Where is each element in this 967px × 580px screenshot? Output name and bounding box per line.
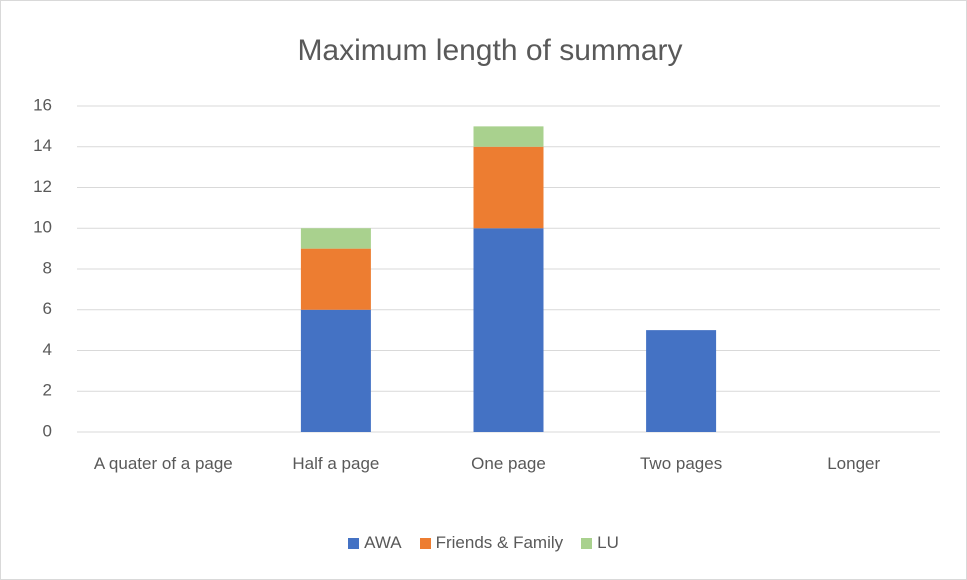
legend-swatch: [348, 537, 360, 549]
x-tick-label: One page: [471, 454, 546, 473]
y-tick-label: 16: [33, 95, 52, 114]
x-tick-label: Longer: [827, 454, 881, 473]
x-tick-label: Two pages: [639, 454, 723, 473]
bar-segment: [473, 228, 544, 432]
y-tick-label: 6: [43, 299, 52, 318]
bar-segment: [646, 330, 717, 432]
y-tick-label: 4: [43, 340, 52, 359]
bar-segment: [300, 248, 371, 310]
y-tick-label: 14: [33, 136, 52, 155]
y-tick-label: 0: [43, 421, 52, 440]
legend-item: AWA: [348, 533, 402, 553]
x-tick-label: Half a page: [292, 454, 380, 473]
legend-item: LU: [581, 533, 619, 553]
legend-label: LU: [597, 533, 619, 552]
bar-segment: [300, 228, 371, 249]
bar-segment: [473, 146, 544, 229]
legend: AWA Friends & Family LU: [0, 533, 967, 553]
legend-swatch: [581, 537, 593, 549]
legend-item: Friends & Family: [419, 533, 564, 553]
legend-swatch: [419, 537, 431, 549]
legend-label: Friends & Family: [435, 533, 564, 552]
y-tick-label: 2: [43, 381, 52, 400]
y-tick-label: 12: [33, 177, 52, 196]
bar-segment: [300, 309, 371, 432]
y-tick-label: 8: [43, 258, 52, 277]
legend-label: AWA: [364, 533, 402, 552]
x-tick-label: A quater of a page: [93, 454, 233, 473]
bar-segment: [473, 126, 544, 147]
chart-title: Maximum length of summary: [297, 34, 682, 67]
y-tick-label: 10: [33, 218, 52, 237]
